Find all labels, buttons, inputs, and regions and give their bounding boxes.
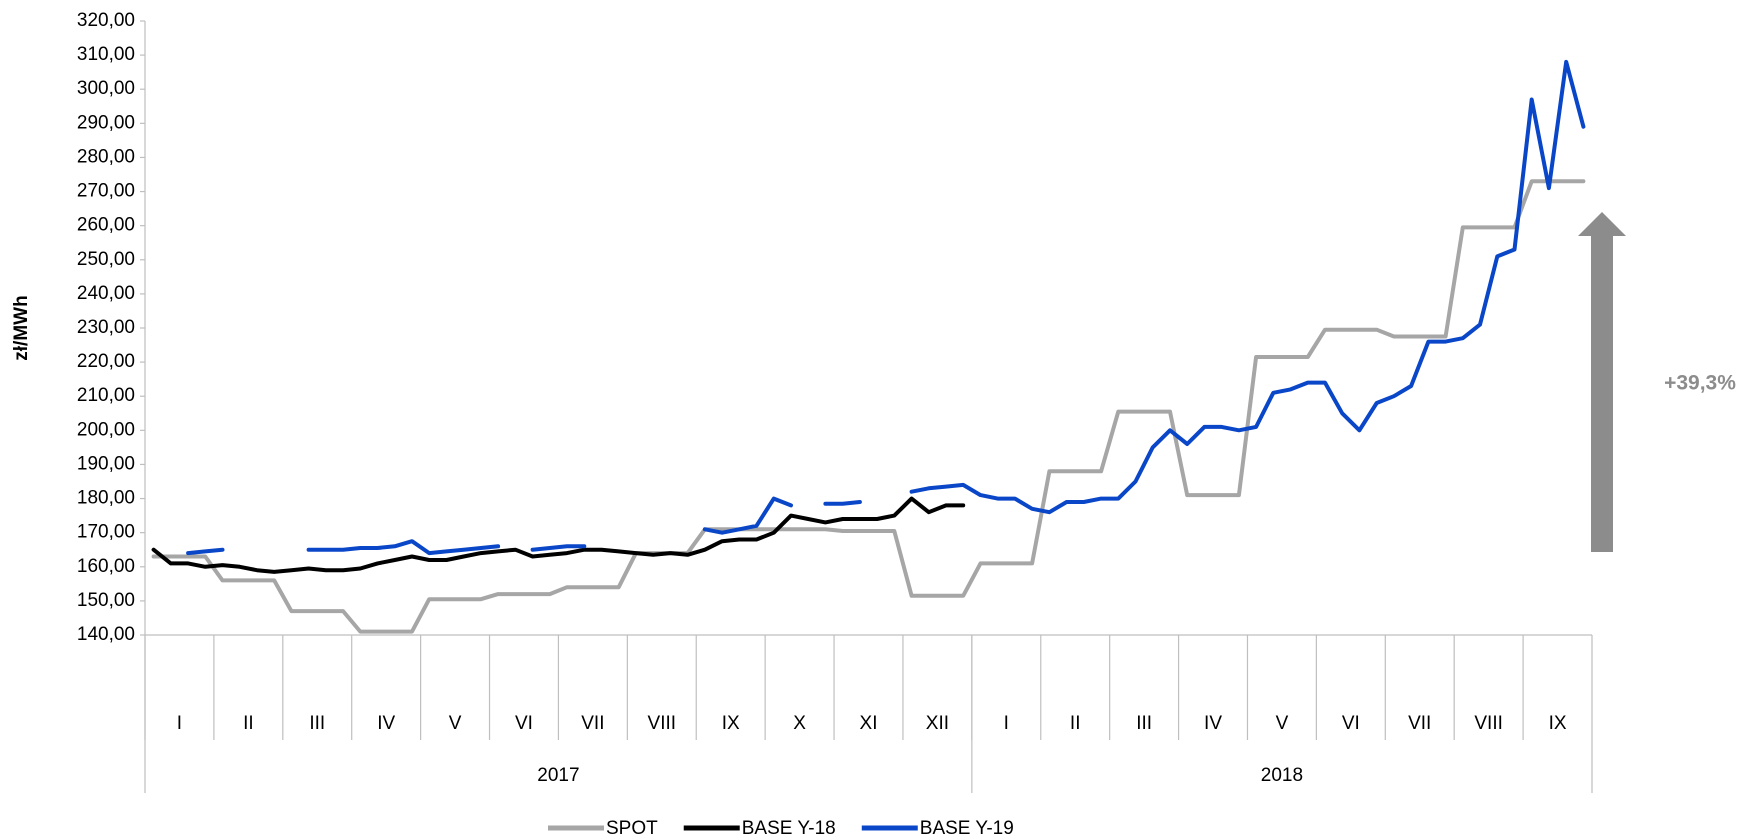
x-tick-label: XI [860, 713, 878, 734]
y-tick-label: 290,00 [77, 112, 135, 133]
y-tick-label: 320,00 [77, 10, 135, 31]
x-tick-label: I [1004, 713, 1009, 734]
x-tick-label: II [243, 713, 254, 734]
x-tick-label: III [309, 713, 325, 734]
x-tick-label: XII [926, 713, 949, 734]
legend-label: BASE Y-19 [920, 818, 1014, 839]
x-tick-label: IX [722, 713, 740, 734]
y-tick-label: 160,00 [77, 556, 135, 577]
y-tick-label: 190,00 [77, 453, 135, 474]
x-tick-label: VII [581, 713, 604, 734]
series-line [151, 179, 1586, 634]
x-tick-label: VIII [1474, 713, 1503, 734]
x-tick-label: VI [515, 713, 533, 734]
y-tick-label: 180,00 [77, 488, 135, 509]
year-label: 2017 [537, 765, 579, 786]
y-tick-label: 210,00 [77, 385, 135, 406]
y-tick-label: 250,00 [77, 249, 135, 270]
legend-label: SPOT [606, 818, 658, 839]
y-tick-label: 280,00 [77, 146, 135, 167]
series-line [151, 496, 966, 574]
y-tick-label: 170,00 [77, 522, 135, 543]
y-tick-label: 230,00 [77, 317, 135, 338]
x-tick-label: V [1276, 713, 1289, 734]
x-tick-label: IV [377, 713, 395, 734]
x-tick-label: III [1136, 713, 1152, 734]
arrow [1578, 212, 1626, 552]
y-tick-label: 220,00 [77, 351, 135, 372]
annotation: +39,3% [1664, 372, 1736, 395]
y-tick-label: 240,00 [77, 283, 135, 304]
legend-label: BASE Y-18 [742, 818, 836, 839]
y-tick-label: 140,00 [77, 624, 135, 645]
y-tick-label: 270,00 [77, 181, 135, 202]
y-tick-label: 150,00 [77, 590, 135, 611]
y-tick-label: 310,00 [77, 44, 135, 65]
x-tick-label: II [1070, 713, 1081, 734]
y-tick-label: 300,00 [77, 78, 135, 99]
x-tick-label: V [449, 713, 462, 734]
y-axis-label: zł/MWh [11, 295, 32, 360]
year-label: 2018 [1261, 765, 1303, 786]
x-tick-label: IX [1549, 713, 1567, 734]
x-tick-label: VI [1342, 713, 1360, 734]
x-tick-label: I [177, 713, 182, 734]
x-tick-label: X [793, 713, 806, 734]
y-tick-label: 260,00 [77, 215, 135, 236]
series-line [186, 59, 1586, 556]
x-tick-label: VII [1408, 713, 1431, 734]
x-tick-label: IV [1204, 713, 1222, 734]
y-tick-label: 200,00 [77, 419, 135, 440]
x-tick-label: VIII [648, 713, 677, 734]
